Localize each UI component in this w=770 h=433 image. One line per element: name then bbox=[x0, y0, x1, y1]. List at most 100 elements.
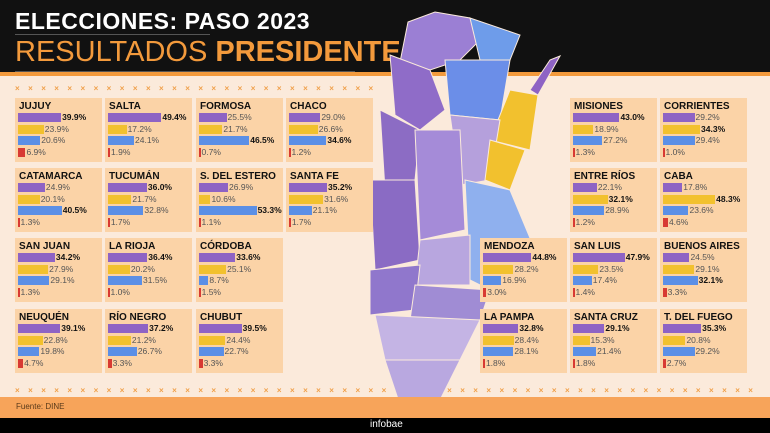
province-card: RÍO NEGRO 37.2% 21.2% 26.7% 3.3% bbox=[105, 309, 192, 373]
value-label-blue: 26.7% bbox=[137, 346, 162, 356]
value-label-purple: 36.4% bbox=[148, 252, 173, 262]
bar-blue bbox=[18, 347, 40, 356]
bar-yellow bbox=[573, 264, 599, 274]
value-label-red: 4.6% bbox=[668, 216, 689, 227]
province-name: LA PAMPA bbox=[484, 312, 535, 323]
province-name: TUCUMÁN bbox=[109, 171, 160, 182]
map-formosa bbox=[469, 17, 521, 61]
province-card: MENDOZA 44.8% 28.2% 16.9% 3.0% bbox=[480, 238, 567, 302]
bar-red bbox=[199, 287, 201, 297]
value-label-purple: 39.5% bbox=[242, 323, 267, 333]
value-label-yellow: 17.2% bbox=[127, 123, 152, 134]
bar-red bbox=[199, 217, 201, 227]
bar-purple bbox=[108, 183, 147, 192]
value-label-blue: 28.9% bbox=[605, 205, 630, 215]
province-name: SANTA CRUZ bbox=[574, 312, 638, 323]
value-label-blue: 31.5% bbox=[143, 275, 168, 285]
bar-blue bbox=[108, 206, 144, 215]
bar-yellow bbox=[18, 124, 44, 134]
value-label-yellow: 29.1% bbox=[695, 263, 720, 274]
value-label-purple: 29.1% bbox=[605, 323, 630, 333]
value-label-purple: 24.5% bbox=[690, 252, 715, 262]
map-cordoba bbox=[414, 129, 466, 241]
province-card: TUCUMÁN 36.0% 21.7% 32.8% 1.7% bbox=[105, 168, 192, 232]
province-card: CHUBUT 39.5% 24.4% 22.7% 3.3% bbox=[196, 309, 283, 373]
value-label-purple: 24.9% bbox=[45, 182, 70, 192]
bar-yellow bbox=[289, 124, 318, 134]
bar-yellow bbox=[663, 194, 716, 204]
value-label-yellow: 18.9% bbox=[594, 123, 619, 134]
infobae-logo: infobae bbox=[370, 419, 403, 430]
bar-purple bbox=[199, 113, 227, 122]
bar-blue bbox=[573, 206, 605, 215]
bar-purple bbox=[663, 324, 702, 333]
bar-yellow bbox=[483, 335, 514, 345]
map-pampa bbox=[414, 234, 471, 286]
bar-blue bbox=[573, 136, 603, 145]
value-label-blue: 21.1% bbox=[312, 205, 337, 215]
bar-red bbox=[483, 287, 487, 297]
bar-red bbox=[199, 147, 201, 157]
bar-purple bbox=[663, 253, 690, 262]
bar-purple bbox=[663, 113, 695, 122]
province-card: CATAMARCA 24.9% 20.1% 40.5% 1.3% bbox=[15, 168, 102, 232]
value-label-purple: 32.8% bbox=[519, 323, 544, 333]
bar-red bbox=[663, 358, 666, 368]
value-label-yellow: 32.1% bbox=[608, 193, 633, 204]
bar-purple bbox=[18, 253, 55, 262]
value-label-red: 1.3% bbox=[20, 216, 40, 227]
bar-red bbox=[108, 287, 110, 297]
province-name: LA RIOJA bbox=[109, 241, 156, 252]
value-label-blue: 46.5% bbox=[250, 135, 275, 145]
value-label-blue: 29.2% bbox=[695, 346, 720, 356]
bar-blue bbox=[199, 136, 250, 145]
value-label-purple: 22.1% bbox=[597, 182, 622, 192]
bar-red bbox=[289, 147, 291, 157]
bar-red bbox=[573, 217, 575, 227]
map-salta bbox=[389, 54, 446, 131]
value-label-purple: 37.2% bbox=[149, 323, 174, 333]
value-label-blue: 21.4% bbox=[597, 346, 622, 356]
province-name: SALTA bbox=[109, 101, 141, 112]
bar-blue bbox=[573, 347, 597, 356]
bar-purple bbox=[483, 324, 519, 333]
value-label-yellow: 24.4% bbox=[226, 334, 251, 345]
bar-purple bbox=[573, 183, 597, 192]
subtitle-light: RESULTADOS bbox=[15, 36, 208, 68]
bar-yellow bbox=[199, 264, 227, 274]
value-label-yellow: 23.5% bbox=[599, 263, 624, 274]
bar-yellow bbox=[18, 264, 49, 274]
value-label-red: 1.4% bbox=[575, 286, 595, 297]
bar-purple bbox=[663, 183, 683, 192]
bar-purple bbox=[18, 183, 45, 192]
bottom-bar: infobae bbox=[0, 418, 770, 433]
value-label-red: 1.5% bbox=[201, 286, 221, 297]
subtitle: RESULTADOS PRESIDENTE bbox=[15, 36, 401, 69]
bar-purple bbox=[573, 253, 625, 262]
value-label-yellow: 34.3% bbox=[701, 123, 726, 134]
value-label-blue: 16.9% bbox=[502, 275, 527, 285]
decorative-x-row: × × × × × × × × × × × × × × × × × × × × … bbox=[15, 84, 375, 93]
bar-red bbox=[573, 358, 575, 368]
bar-blue bbox=[663, 206, 689, 215]
province-name: T. DEL FUEGO bbox=[664, 312, 733, 323]
value-label-yellow: 26.6% bbox=[318, 123, 343, 134]
value-label-blue: 34.6% bbox=[327, 135, 352, 145]
province-name: CABA bbox=[664, 171, 693, 182]
value-label-red: 3.3% bbox=[203, 357, 223, 368]
value-label-yellow: 21.7% bbox=[132, 193, 157, 204]
province-card: SAN LUIS 47.9% 23.5% 17.4% 1.4% bbox=[570, 238, 657, 302]
bar-blue bbox=[108, 276, 143, 285]
bar-blue bbox=[108, 136, 135, 145]
value-label-yellow: 31.6% bbox=[324, 193, 349, 204]
province-card: LA PAMPA 32.8% 28.4% 28.1% 1.8% bbox=[480, 309, 567, 373]
value-label-red: 1.0% bbox=[110, 286, 130, 297]
bar-red bbox=[663, 217, 668, 227]
value-label-purple: 34.2% bbox=[55, 252, 81, 262]
map-chubut bbox=[374, 314, 481, 361]
value-label-blue: 17.4% bbox=[592, 275, 617, 285]
province-card: JUJUY 39.9% 23.9% 20.6% 6.9% bbox=[15, 98, 102, 162]
province-card: S. DEL ESTERO 26.9% 10.6% 53.3% 1.1% bbox=[196, 168, 283, 232]
value-label-yellow: 28.2% bbox=[514, 263, 539, 274]
bar-blue bbox=[483, 347, 514, 356]
